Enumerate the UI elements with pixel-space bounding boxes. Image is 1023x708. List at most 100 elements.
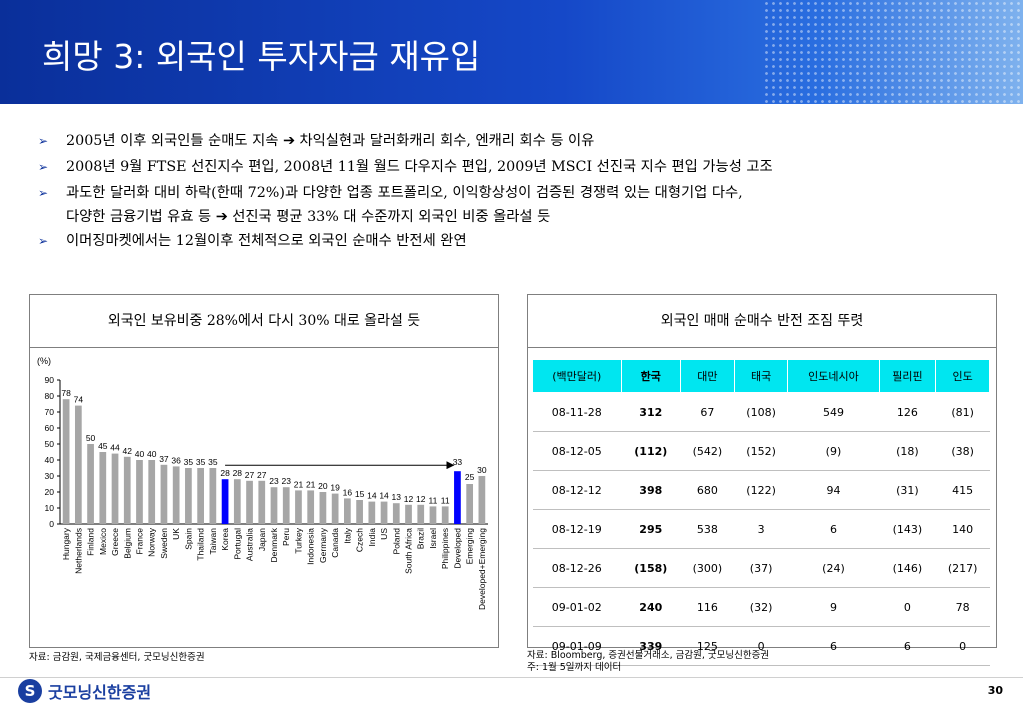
- bar-developed: [454, 471, 461, 524]
- table-row: 09-01-09 339 125 0 6 6 0: [532, 626, 990, 666]
- cell: 126: [879, 392, 936, 432]
- data-label: 21: [294, 479, 304, 489]
- x-tick-label: Developed: [452, 528, 462, 569]
- bar-south-africa: [405, 504, 412, 524]
- x-tick-label: Indonesia: [306, 528, 316, 565]
- bullet-text: 과도한 달러화 대비 하락(한때 72%)과 다양한 업종 포트폴리오, 이익항…: [66, 185, 743, 201]
- cell-korea: 339: [621, 626, 681, 666]
- y-tick-label: 10: [45, 503, 55, 513]
- footer-divider: [0, 677, 1023, 678]
- arrow-bullet-icon: ➢: [38, 234, 49, 248]
- table-row: 08-12-12 398 680 (122) 94 (31) 415: [532, 470, 990, 510]
- cell: (542): [680, 431, 735, 471]
- bar-japan: [258, 480, 266, 524]
- data-label: 16: [343, 487, 353, 497]
- data-label: 28: [220, 468, 230, 478]
- table-row: 08-12-26 (158) (300) (37) (24) (146) (21…: [532, 548, 990, 588]
- cell-korea: 312: [621, 392, 681, 432]
- table-row: 09-01-02 240 116 (32) 9 0 78: [532, 587, 990, 627]
- table-note: 주: 1월 5일까지 데이터: [527, 662, 622, 673]
- bar-philippines: [441, 506, 449, 524]
- bar-canada: [331, 493, 339, 524]
- bar-korea: [221, 479, 229, 524]
- data-label: 74: [74, 395, 84, 405]
- bar-sweden: [160, 464, 168, 524]
- bullet-text: 2008년 9월 FTSE 선진지수 편입, 2008년 11월 월드 다우지수…: [66, 159, 773, 175]
- y-tick-label: 20: [45, 487, 55, 497]
- data-label: 44: [110, 443, 120, 453]
- cell-korea: (112): [621, 431, 681, 471]
- data-label: 35: [208, 457, 218, 467]
- cell: 3: [734, 509, 788, 549]
- cell: (38): [935, 431, 990, 471]
- y-tick-label: 30: [45, 471, 55, 481]
- cell: (152): [734, 431, 788, 471]
- x-tick-label: Korea: [220, 528, 230, 551]
- cell: (143): [879, 509, 936, 549]
- y-tick-label: 0: [49, 519, 54, 529]
- bar-netherlands: [74, 405, 82, 524]
- cell: 549: [787, 392, 880, 432]
- world-map-dots: [763, 0, 1023, 104]
- x-tick-label: Portugal: [232, 528, 242, 560]
- data-label: 42: [123, 446, 133, 456]
- cell: (37): [734, 548, 788, 588]
- y-tick-label: 60: [45, 423, 55, 433]
- cell: (32): [734, 587, 788, 627]
- data-label: 14: [379, 491, 389, 501]
- data-label: 35: [184, 457, 194, 467]
- table-row: 08-11-28 312 67 (108) 549 126 (81): [532, 392, 990, 432]
- bullet-list: ➢ 2005년 이후 외국인들 순매도 지속 ➔ 차익실현과 달러화캐리 회수,…: [38, 128, 998, 254]
- cell-date: 08-12-19: [532, 509, 622, 549]
- data-label: 35: [196, 457, 206, 467]
- cell-date: 08-12-12: [532, 470, 622, 510]
- data-label: 36: [171, 455, 181, 465]
- bar-france: [136, 460, 143, 524]
- col-header-thailand: 태국: [733, 359, 789, 393]
- cell-date: 08-11-28: [532, 392, 622, 432]
- cell: 0: [935, 626, 990, 666]
- cell: (81): [935, 392, 990, 432]
- data-label: 45: [98, 441, 108, 451]
- x-tick-label: Israel: [428, 528, 438, 549]
- x-tick-label: US: [379, 528, 389, 540]
- bar-finland: [87, 444, 94, 524]
- data-label: 37: [159, 454, 169, 464]
- data-label: 11: [429, 495, 438, 505]
- cell: (108): [734, 392, 788, 432]
- cell: 94: [787, 470, 880, 510]
- data-label: 78: [61, 388, 71, 398]
- y-tick-label: 50: [45, 439, 55, 449]
- x-tick-label: Thailand: [196, 528, 206, 561]
- page-number: 30: [987, 684, 1003, 697]
- cell: 9: [787, 587, 880, 627]
- bullet-item: ➢ 2008년 9월 FTSE 선진지수 편입, 2008년 11월 월드 다우…: [38, 154, 998, 180]
- chart-source: 자료: 금감원, 국제금융센터, 굿모닝신한증권: [29, 652, 205, 663]
- x-tick-label: Czech: [355, 528, 365, 552]
- data-label: 25: [465, 472, 475, 482]
- col-header-unit: (백만달러): [532, 359, 622, 393]
- data-label: 15: [355, 489, 365, 499]
- bar-greece: [111, 453, 119, 524]
- data-label: 33: [453, 457, 463, 467]
- bullet-text: 2005년 이후 외국인들 순매도 지속 ➔ 차익실현과 달러화캐리 회수, 엔…: [66, 133, 595, 149]
- bar-peru: [282, 487, 290, 524]
- data-label: 20: [318, 481, 328, 491]
- data-label: 27: [245, 470, 255, 480]
- x-tick-label: France: [134, 528, 144, 555]
- bar-emerging: [466, 484, 474, 524]
- ownership-bar-chart: (%) 0 10 20 30 40 50 60 70 80 90 78 Hungary 74 Netherl…: [37, 356, 488, 610]
- data-label: 40: [135, 449, 145, 459]
- cell: 78: [935, 587, 990, 627]
- cell-date: 09-01-09: [532, 626, 622, 666]
- bullet-item: ➢ 과도한 달러화 대비 하락(한때 72%)과 다양한 업종 포트폴리오, 이…: [38, 180, 998, 228]
- x-tick-label: Australia: [245, 528, 255, 561]
- x-tick-label: Japan: [257, 528, 267, 551]
- cell: (9): [787, 431, 880, 471]
- net-buy-table-panel: 외국인 매매 순매수 반전 조짐 뚜렷 (백만달러) 한국 대만 태국 인도네시…: [527, 294, 997, 666]
- cell: 680: [680, 470, 735, 510]
- logo-text: 굿모닝신한증권: [48, 683, 152, 702]
- x-tick-label: India: [367, 528, 377, 547]
- cell: (300): [680, 548, 735, 588]
- data-label: 50: [86, 433, 96, 443]
